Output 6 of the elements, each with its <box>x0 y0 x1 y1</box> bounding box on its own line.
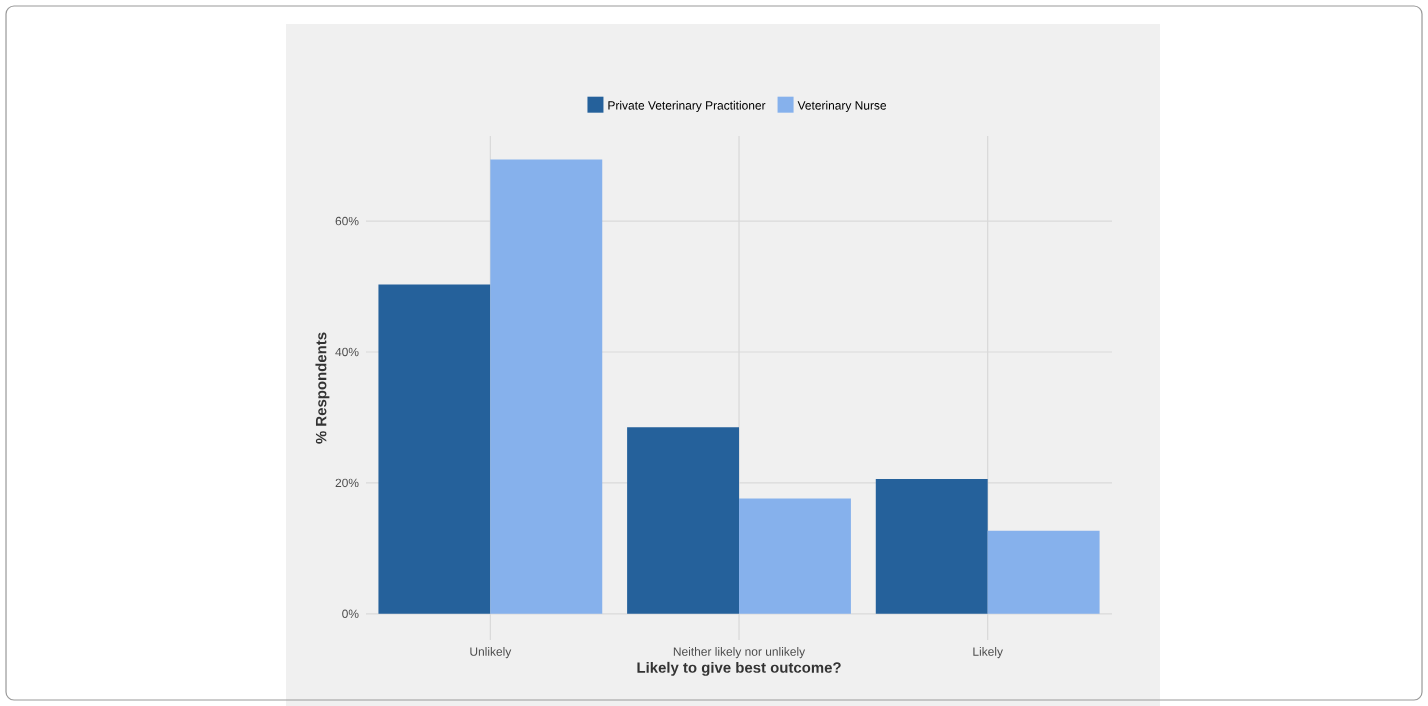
bar <box>739 498 851 614</box>
bar <box>875 478 988 614</box>
bar <box>378 284 491 614</box>
bar <box>490 159 603 614</box>
bar <box>627 427 740 614</box>
bar <box>987 530 1100 614</box>
